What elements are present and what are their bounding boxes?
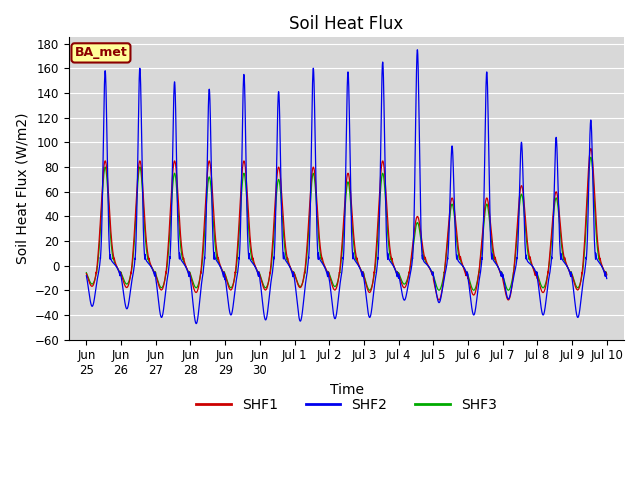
Legend: SHF1, SHF2, SHF3: SHF1, SHF2, SHF3 [191,392,502,418]
X-axis label: Time: Time [330,383,364,397]
Y-axis label: Soil Heat Flux (W/m2): Soil Heat Flux (W/m2) [15,113,29,264]
Text: BA_met: BA_met [75,47,127,60]
Title: Soil Heat Flux: Soil Heat Flux [289,15,404,33]
